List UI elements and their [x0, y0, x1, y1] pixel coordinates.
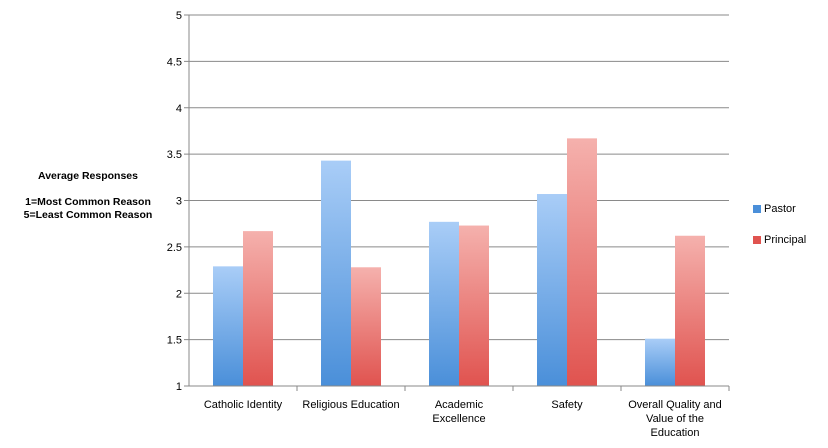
- y-tick-label: 2: [176, 288, 182, 300]
- legend-label-principal: Principal: [764, 234, 807, 246]
- y-tick-label: 1: [176, 381, 182, 393]
- y-axis-ticks: 1 1.5 2 2.5 3 3.5 4 4.5 5: [167, 10, 189, 393]
- x-tick-label: Catholic Identity: [183, 398, 303, 412]
- x-tick-label-line: Academic: [434, 399, 484, 411]
- y-tick-label: 1.5: [167, 335, 182, 347]
- x-tick-label: Overall Quality and Value of the Education: [615, 398, 735, 440]
- bar-principal-1: [351, 267, 381, 386]
- y-axis-note-2: 5=Least Common Reason: [23, 209, 153, 221]
- bar-pastor-3: [537, 194, 567, 386]
- legend-swatch-principal: [753, 236, 761, 244]
- x-tick-label-line: Excellence: [432, 413, 486, 425]
- legend-item-principal: Principal: [753, 233, 806, 247]
- x-tick-label-line: Education: [650, 427, 700, 439]
- legend: Pastor Principal: [753, 202, 806, 264]
- x-tick-label-line: Catholic Identity: [203, 399, 283, 411]
- y-tick-label: 2.5: [167, 242, 182, 254]
- bars: [213, 138, 705, 386]
- bar-pastor-2: [429, 221, 459, 386]
- y-axis-note-1: 1=Most Common Reason: [25, 196, 151, 208]
- legend-swatch-pastor: [753, 205, 761, 213]
- legend-label-pastor: Pastor: [764, 203, 796, 215]
- x-tick-label-line: Value of the: [646, 413, 704, 425]
- x-tick-label-line: Overall Quality and: [628, 399, 722, 411]
- y-tick-label: 5: [176, 10, 182, 22]
- y-axis-title: Average Responses: [38, 170, 138, 182]
- y-tick-label: 4: [176, 103, 182, 115]
- bar-pastor-1: [321, 160, 351, 386]
- y-axis-label: Average Responses 1=Most Common Reason 5…: [0, 170, 176, 222]
- y-tick-label: 3.5: [167, 149, 182, 161]
- bar-principal-2: [459, 225, 489, 386]
- legend-item-pastor: Pastor: [753, 202, 806, 216]
- bar-pastor-0: [213, 266, 243, 386]
- x-tick-label-line: Religious Education: [302, 399, 400, 411]
- x-tick-label: Safety: [507, 398, 627, 412]
- y-tick-label: 4.5: [167, 56, 182, 68]
- x-tick-label: Academic Excellence: [399, 398, 519, 426]
- bar-principal-0: [243, 231, 273, 386]
- x-tick-label-line: Safety: [551, 399, 583, 411]
- x-tick-label: Religious Education: [291, 398, 411, 412]
- x-axis-ticks: [296, 386, 730, 391]
- y-tick-label: 3: [176, 196, 182, 208]
- bar-principal-3: [567, 138, 597, 386]
- bar-pastor-4: [645, 338, 675, 386]
- bar-principal-4: [675, 235, 705, 386]
